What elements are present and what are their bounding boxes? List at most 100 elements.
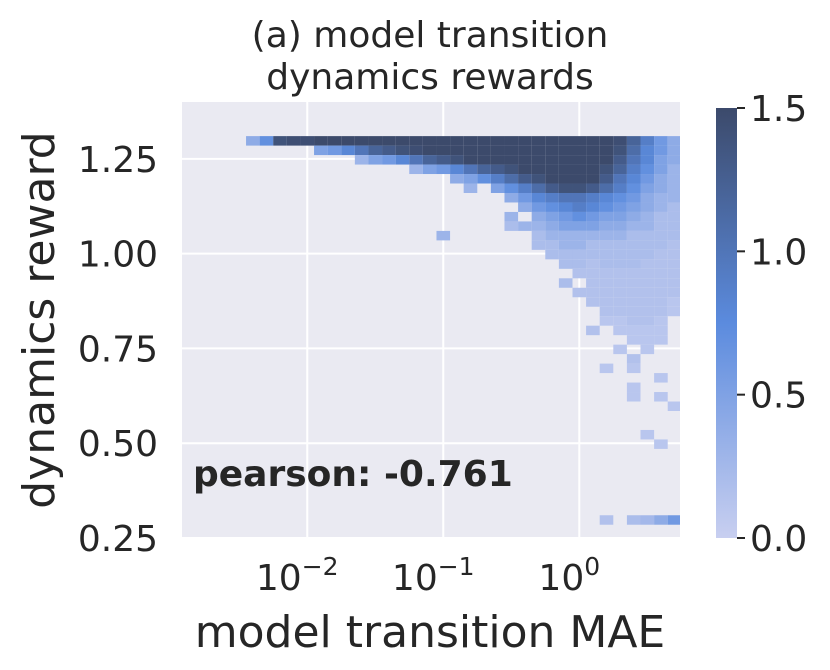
histogram-bin — [422, 155, 437, 165]
histogram-bin — [626, 287, 641, 298]
histogram-bin — [667, 192, 680, 203]
histogram-bin — [395, 145, 410, 156]
histogram-bin — [586, 278, 600, 288]
x-tick-label: 10−2 — [256, 552, 339, 599]
histogram-bin — [626, 382, 641, 393]
histogram-bin — [341, 145, 355, 156]
histogram-bin — [626, 259, 641, 269]
histogram-bin — [613, 155, 627, 165]
y-tick-label: 0.25 — [78, 519, 158, 560]
histogram-bin — [531, 192, 546, 203]
histogram-bin — [613, 325, 627, 336]
histogram-bin — [586, 164, 600, 175]
x-tick-label: 100 — [538, 552, 600, 599]
histogram-bin — [558, 211, 573, 222]
histogram-bin — [613, 145, 627, 156]
histogram-bin — [477, 155, 491, 165]
histogram-bin — [599, 145, 614, 156]
histogram-bin — [626, 268, 641, 279]
histogram-bin — [545, 221, 559, 231]
histogram-bin — [504, 192, 519, 203]
histogram-bin — [518, 202, 532, 212]
histogram-bin — [531, 136, 546, 146]
histogram-bin — [613, 306, 627, 317]
histogram-bin — [586, 268, 600, 279]
histogram-bin — [640, 145, 655, 156]
histogram-bin — [450, 155, 464, 165]
histogram-bin — [626, 136, 641, 146]
histogram-bin — [558, 249, 573, 260]
histogram-bin — [450, 164, 464, 175]
y-tick-label: 1.00 — [78, 235, 158, 276]
histogram-bin — [654, 221, 668, 231]
histogram-bin — [409, 164, 423, 175]
histogram-bin — [626, 192, 641, 203]
histogram-bin — [422, 164, 437, 175]
histogram-bin — [613, 183, 627, 193]
histogram-bin — [626, 221, 641, 231]
histogram-bin — [572, 268, 587, 279]
histogram-bin — [531, 145, 546, 156]
histogram-bin — [640, 344, 655, 355]
histogram-bin — [667, 174, 680, 184]
histogram-bin — [477, 164, 491, 175]
histogram-bin — [368, 136, 383, 146]
histogram-bin — [490, 145, 505, 156]
histogram-bin — [586, 221, 600, 231]
histogram-bin — [626, 240, 641, 250]
histogram-bin — [640, 297, 655, 307]
histogram-bin — [246, 136, 260, 146]
histogram-bin — [599, 316, 614, 326]
histogram-bin — [572, 240, 587, 250]
histogram-bin — [586, 174, 600, 184]
histogram-bin — [654, 164, 668, 175]
histogram-bin — [626, 211, 641, 222]
histogram-bin — [640, 287, 655, 298]
histogram-bin — [463, 174, 478, 184]
histogram-bin — [613, 230, 627, 241]
histogram-bin — [640, 278, 655, 288]
histogram-bin — [558, 278, 573, 288]
histogram-bin — [667, 287, 680, 298]
histogram-bin — [626, 183, 641, 193]
histogram-bin — [599, 136, 614, 146]
histogram-bin — [558, 230, 573, 241]
histogram-bin — [572, 192, 587, 203]
histogram-bin — [586, 297, 600, 307]
histogram-bin — [667, 268, 680, 279]
histogram-bin — [586, 155, 600, 165]
histogram-bin — [640, 164, 655, 175]
histogram-bin — [667, 230, 680, 241]
histogram-bin — [599, 363, 614, 374]
histogram-bin — [654, 373, 668, 383]
histogram-bin — [572, 183, 587, 193]
histogram-bin — [667, 249, 680, 260]
histogram-bin — [640, 325, 655, 336]
histogram-bin — [341, 136, 355, 146]
histogram-bin — [531, 174, 546, 184]
histogram-bin — [599, 240, 614, 250]
histogram-bin — [531, 240, 546, 250]
histogram-bin — [599, 164, 614, 175]
histogram-bin — [463, 155, 478, 165]
histogram-bin — [613, 211, 627, 222]
histogram-bin — [504, 221, 519, 231]
histogram-bin — [382, 155, 396, 165]
histogram-bin — [422, 136, 437, 146]
histogram-bin — [613, 249, 627, 260]
histogram-bin — [477, 136, 491, 146]
colorbar-tick-label: 1.5 — [750, 89, 807, 130]
histogram-bin — [395, 136, 410, 146]
histogram-bin — [654, 211, 668, 222]
histogram-bin — [640, 306, 655, 317]
histogram-bin — [640, 249, 655, 260]
histogram-bin — [599, 230, 614, 241]
histogram-bin — [654, 268, 668, 279]
histogram-bin — [572, 155, 587, 165]
histogram-bin — [558, 240, 573, 250]
histogram-bin — [463, 164, 478, 175]
histogram-bin — [586, 230, 600, 241]
histogram-bin — [654, 192, 668, 203]
histogram-bin — [599, 515, 614, 525]
